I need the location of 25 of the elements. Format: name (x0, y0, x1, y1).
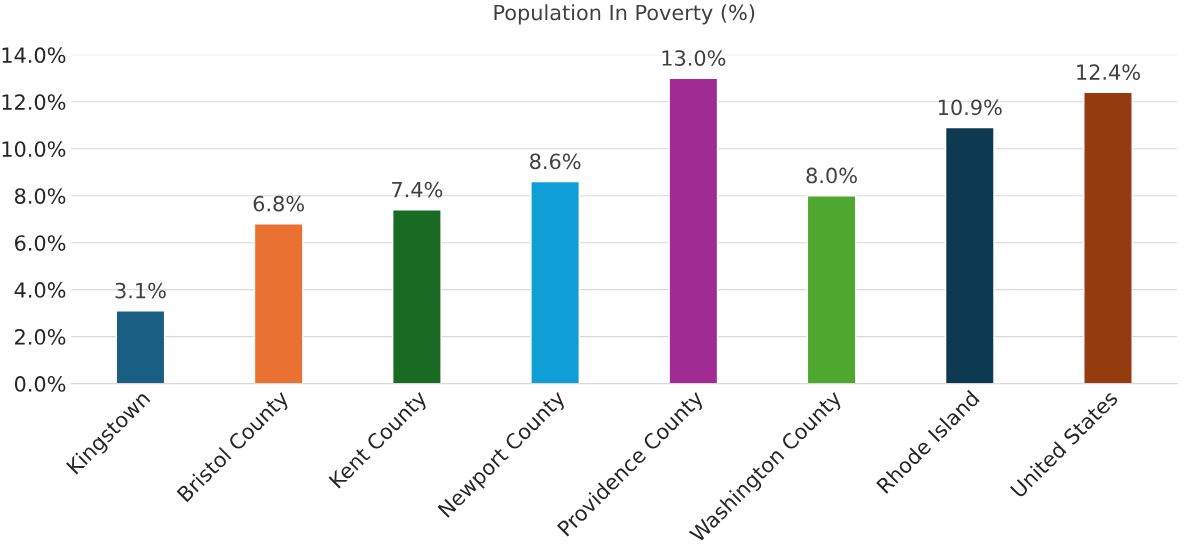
data-label: 12.4% (1077, 64, 1140, 81)
bar (253, 223, 304, 384)
y-tick-label: 4.0% (14, 282, 66, 298)
data-label: 13.0% (662, 50, 726, 66)
data-label: 3.1% (115, 282, 166, 299)
y-tick-label: 6.0% (15, 235, 66, 251)
chart-title: Population In Poverty (%) (494, 4, 755, 25)
bar (806, 195, 857, 384)
y-tick-label: 8.0% (14, 188, 66, 204)
bar (530, 180, 580, 384)
data-label: 8.0% (806, 167, 857, 184)
bar (944, 126, 995, 384)
bar (668, 77, 719, 384)
bar (392, 209, 442, 384)
y-tick-label: 14.0% (2, 47, 66, 64)
y-tick-label: 2.0% (15, 329, 66, 345)
data-label: 6.8% (253, 195, 304, 212)
bar (1083, 91, 1133, 384)
data-label: 8.6% (530, 153, 581, 170)
bar (115, 310, 166, 384)
y-tick-label: 0.0% (14, 376, 66, 392)
data-label: 7.4% (392, 181, 443, 198)
data-label: 10.9% (938, 99, 1002, 116)
y-tick-label: 10.0% (2, 141, 66, 157)
y-tick-label: 12.0% (2, 94, 66, 110)
